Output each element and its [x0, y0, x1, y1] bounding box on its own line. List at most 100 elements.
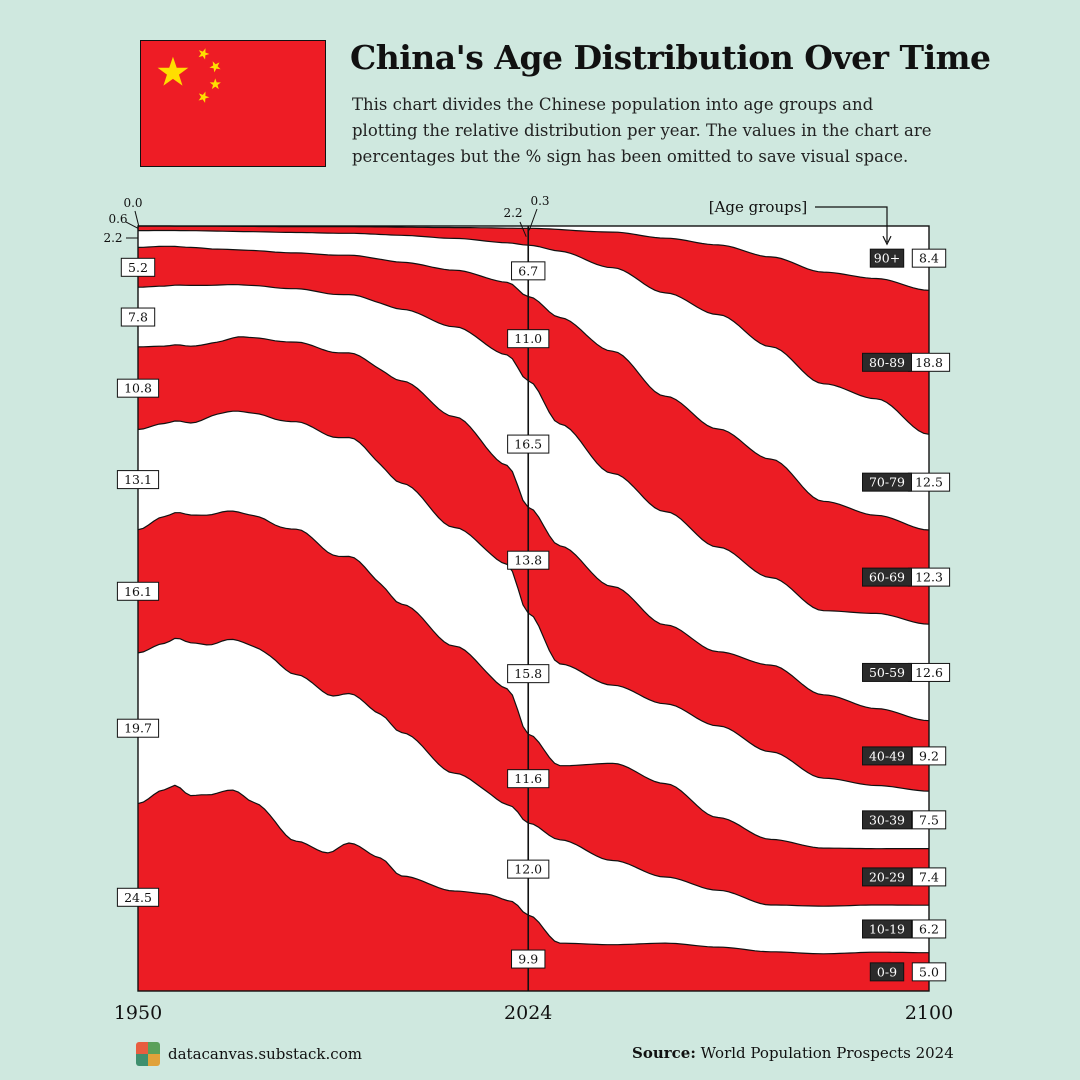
label-2100-10-19: 6.2: [911, 919, 947, 939]
label-2100-90+-text: 8.4: [919, 251, 939, 266]
group-tag-40-49: 40-49: [862, 746, 912, 766]
label-2100-60-69: 12.3: [907, 567, 951, 587]
boundary-lines: [137, 225, 930, 955]
label-1950-0-9-box: [116, 887, 160, 907]
group-tag-0-9: 0-9: [869, 962, 905, 982]
label-1950-10-19-box: [116, 718, 160, 738]
group-tag-90+: 90+: [869, 248, 905, 268]
x-tick-1950: 1950: [114, 1002, 162, 1024]
label-2024-70-79-text: 6.7: [518, 263, 538, 278]
label-1950-40-49-text: 10.8: [124, 381, 152, 396]
label-2024-40-49: 13.8: [507, 550, 550, 570]
label-2100-50-59: 12.6: [907, 662, 951, 682]
group-tag-60-69-box: [862, 567, 912, 587]
label-2100-20-29: 7.4: [911, 867, 947, 887]
label-2100-30-39: 7.5: [911, 810, 947, 830]
label-1950-0-9: 24.5: [116, 887, 160, 907]
label-2100-70-79-text: 12.5: [915, 475, 943, 490]
group-tag-50-59: 50-59: [862, 662, 912, 682]
legend-arrow-line: [815, 206, 888, 243]
legend-arrow-head: [882, 235, 892, 246]
label-2024-70-79-box: [511, 261, 546, 281]
boundary-line-5: [137, 336, 930, 722]
label-1950-10-19: 19.7: [116, 718, 160, 738]
x-tick-2024: 2024: [504, 1002, 552, 1024]
annotation-1950-80-89: 0.6: [108, 212, 127, 226]
label-1950-30-39: 13.1: [116, 470, 160, 490]
group-tag-30-39: 30-39: [862, 810, 912, 830]
label-1950-60-69-box: [120, 257, 156, 277]
label-2100-30-39-text: 7.5: [919, 812, 939, 827]
label-2024-10-19-text: 12.0: [514, 862, 542, 877]
x-axis: 1950 2024 2100: [114, 1002, 953, 1024]
label-1950-20-29-box: [116, 581, 160, 601]
chart-subtitle: This chart divides the Chinese populatio…: [352, 95, 932, 166]
group-tag-60-69: 60-69: [862, 567, 912, 587]
label-2024-60-69-text: 11.0: [514, 331, 542, 346]
top-left-annotations: 0.0 0.6 2.2 2.2 0.3: [103, 194, 549, 245]
group-tag-70-79-text: 70-79: [869, 475, 905, 490]
group-tag-0-9-text: 0-9: [877, 964, 897, 979]
group-tag-50-59-box: [862, 662, 912, 682]
label-2024-30-39: 15.8: [507, 664, 550, 684]
label-1950-20-29: 16.1: [116, 581, 160, 601]
label-2024-30-39-box: [507, 664, 550, 684]
annotation-leader: [519, 221, 527, 237]
flag-stars-icon: [157, 48, 221, 103]
plot-frame: [137, 225, 930, 992]
group-tag-30-39-text: 30-39: [869, 812, 905, 827]
annotation-1950-70-79: 2.2: [103, 231, 122, 245]
label-1950-40-49: 10.8: [116, 378, 160, 398]
label-1950-10-19-text: 19.7: [124, 721, 152, 736]
label-2024-60-69-box: [507, 329, 550, 349]
label-2100-80-89-text: 18.8: [915, 355, 943, 370]
source-label: Source:: [632, 1044, 696, 1062]
label-2100-20-29-box: [911, 867, 947, 887]
label-1950-30-39-text: 13.1: [124, 472, 152, 487]
source-text: World Population Prospects 2024: [700, 1044, 954, 1062]
boundary-line-3: [137, 510, 929, 850]
area-band-70-79: [138, 230, 929, 530]
label-2024-10-19: 12.0: [507, 859, 550, 879]
group-tag-40-49-text: 40-49: [869, 748, 905, 763]
label-2100-0-9-box: [911, 962, 947, 982]
group-tag-10-19-text: 10-19: [869, 921, 905, 936]
label-1950-40-49-box: [116, 378, 160, 398]
label-2024-60-69: 11.0: [507, 329, 550, 349]
area-band-90+: [138, 226, 929, 291]
boundary-line-7: [137, 245, 930, 531]
annotation-leader: [528, 208, 538, 231]
label-2100-0-9: 5.0: [911, 962, 947, 982]
group-tag-60-69-text: 60-69: [869, 570, 905, 585]
chart-title: China's Age Distribution Over Time: [350, 38, 991, 77]
area-band-20-29: [138, 511, 929, 907]
label-2100-40-49: 9.2: [911, 746, 947, 766]
label-2024-50-59-box: [507, 434, 550, 454]
boundary-line-1: [137, 784, 929, 955]
area-band-60-69: [138, 246, 929, 625]
group-tag-50-59-text: 50-59: [869, 665, 905, 680]
label-2024-0-9-box: [511, 949, 546, 969]
label-2100-60-69-text: 12.3: [915, 570, 943, 585]
boundary-line-8: [138, 229, 930, 435]
group-tag-10-19-box: [862, 919, 912, 939]
label-2024-20-29: 11.6: [507, 769, 550, 789]
label-1950-30-39-box: [116, 470, 160, 490]
label-2024-50-59: 16.5: [507, 434, 550, 454]
label-2100-10-19-text: 6.2: [919, 921, 939, 936]
china-flag: [140, 40, 326, 167]
label-1950-20-29-text: 16.1: [124, 584, 152, 599]
label-2024-30-39-text: 15.8: [514, 666, 542, 681]
label-1950-50-59-box: [120, 307, 156, 327]
label-2024-70-79: 6.7: [511, 261, 546, 281]
label-2024-40-49-text: 13.8: [514, 553, 542, 568]
footer-site-text: datacanvas.substack.com: [168, 1045, 362, 1063]
annotation-leader: [134, 210, 140, 228]
boundary-line-4: [137, 410, 930, 792]
area-band-50-59: [138, 284, 929, 721]
label-2100-40-49-text: 9.2: [919, 748, 939, 763]
footer-source: Source: World Population Prospects 2024: [632, 1044, 954, 1062]
footer-site[interactable]: datacanvas.substack.com: [136, 1042, 362, 1066]
label-1950-60-69: 5.2: [120, 257, 156, 277]
